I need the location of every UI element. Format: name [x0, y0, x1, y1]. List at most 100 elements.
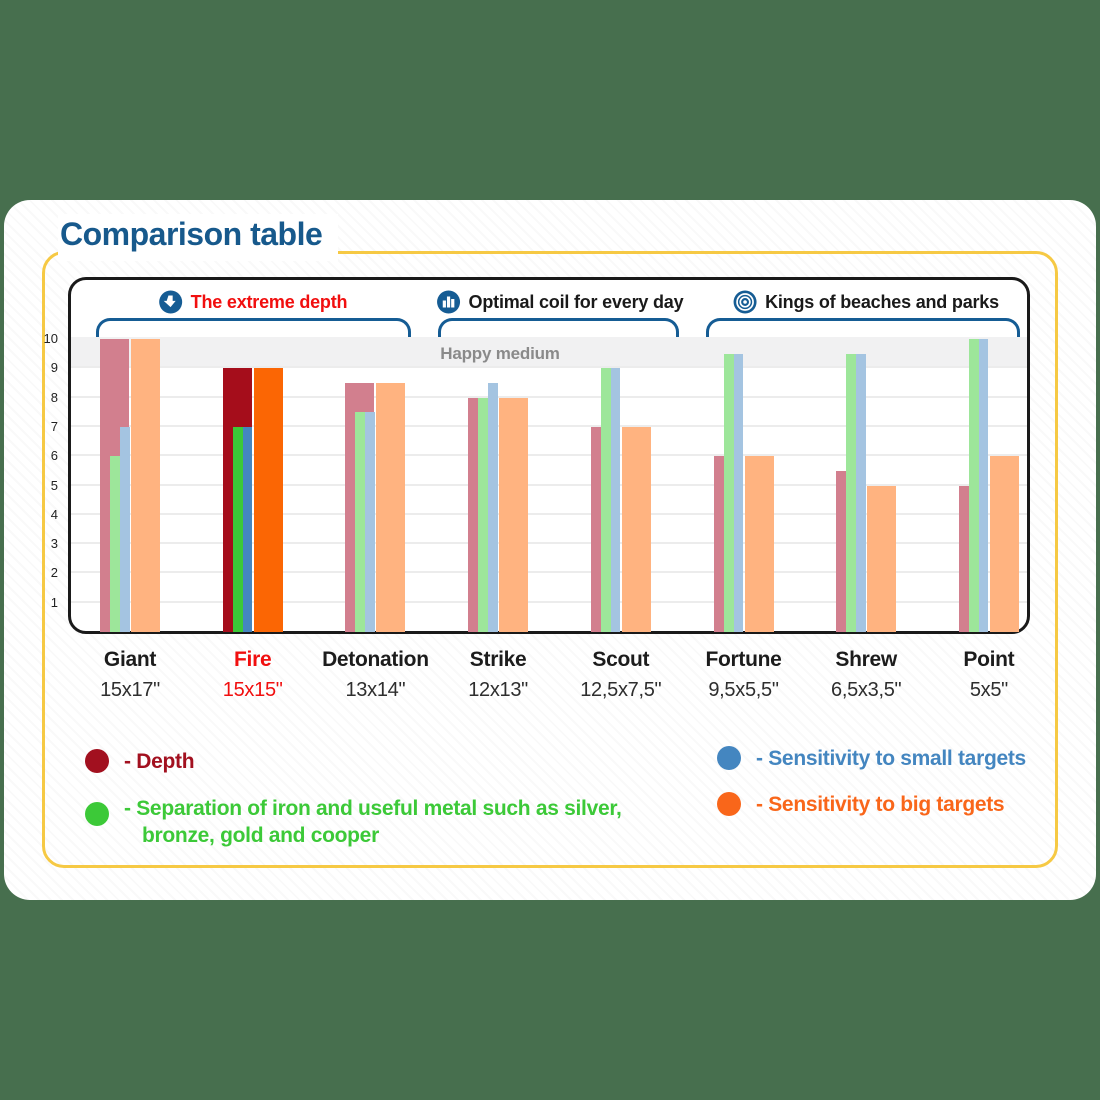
gridline	[71, 600, 1027, 603]
bar-big-scout	[621, 426, 651, 632]
gridline	[71, 512, 1027, 515]
category-name: Strike	[469, 648, 527, 671]
bar-separation-shrew	[846, 353, 857, 632]
legend-dot-big	[717, 792, 741, 816]
bar-small-strike	[488, 382, 498, 632]
category-label-strike: Strike 12x13"	[433, 648, 563, 702]
happy-medium-band	[71, 337, 1027, 368]
category-label-scout: Scout 12,5x7,5"	[556, 648, 686, 702]
bar-small-point	[978, 339, 989, 632]
bar-separation-point	[968, 339, 979, 632]
category-size: 12,5x7,5"	[580, 679, 662, 701]
y-axis-tick-label: 7	[50, 418, 58, 434]
bar-big-detonation	[376, 382, 406, 632]
bar-big-fire	[253, 368, 283, 632]
category-name: Fire	[234, 648, 272, 671]
category-label-detonation: Detonation 13x14"	[310, 648, 440, 702]
category-label-giant: Giant 15x17"	[65, 648, 195, 702]
bar-big-fortune	[744, 456, 774, 632]
bar-separation-giant	[110, 456, 120, 632]
bar-separation-detonation	[355, 412, 366, 632]
category-size: 5x5"	[969, 679, 1008, 701]
bar-big-point	[989, 456, 1019, 632]
gridline	[71, 571, 1027, 574]
bracket-kings-beaches	[706, 318, 1020, 338]
category-name: Scout	[592, 648, 650, 671]
y-axis-tick-label: 5	[50, 477, 58, 493]
category-label-fire: Fire 15x15"	[188, 648, 318, 702]
bar-separation-fortune	[723, 353, 734, 632]
target-icon	[733, 290, 757, 314]
legend-dot-small	[717, 746, 741, 770]
bar-small-shrew	[856, 353, 866, 632]
bar-small-giant	[120, 426, 130, 632]
happy-medium-label: Happy medium	[440, 344, 560, 363]
section-header-extreme-depth: The extreme depth	[159, 290, 348, 314]
gridline	[71, 454, 1027, 457]
legend-dot-separation	[85, 802, 109, 826]
gridline	[71, 483, 1027, 486]
bar-group-strike	[468, 337, 529, 632]
bar-chart-icon	[437, 290, 461, 314]
bar-separation-strike	[478, 397, 489, 632]
bar-group-fortune	[713, 337, 774, 632]
category-name: Shrew	[835, 648, 897, 671]
category-size: 15x15"	[222, 679, 283, 701]
plot-area: Happy medium	[71, 337, 1027, 632]
bracket-extreme-depth	[96, 318, 411, 338]
y-axis-tick-label: 10	[43, 331, 58, 346]
legend-label-big: - Sensitivity to big targets	[756, 793, 1005, 816]
bar-separation-scout	[600, 368, 611, 632]
bar-small-detonation	[365, 412, 375, 632]
section-header-label: Optimal coil for every day	[468, 291, 684, 312]
bar-big-shrew	[867, 485, 897, 632]
category-size: 12x13"	[468, 679, 528, 701]
legend-label-depth: - Depth	[124, 750, 195, 773]
category-size: 15x17"	[100, 679, 160, 701]
bar-separation-fire	[232, 426, 243, 632]
arrow-down-icon	[159, 290, 183, 314]
gridline	[71, 542, 1027, 545]
bar-small-fortune	[733, 353, 743, 632]
gridline	[71, 424, 1027, 427]
y-axis-tick-label: 8	[50, 389, 58, 405]
page-title: Comparison table	[58, 214, 339, 261]
y-axis-tick-label: 3	[50, 536, 58, 552]
category-size: 9,5x5,5"	[708, 679, 779, 701]
category-name: Giant	[103, 648, 157, 671]
bracket-optimal-coil	[438, 318, 679, 338]
y-axis-tick-label: 1	[50, 594, 58, 610]
category-name: Point	[963, 648, 1015, 671]
yellow-frame	[42, 251, 1058, 868]
section-header-label: The extreme depth	[190, 291, 348, 312]
bar-group-detonation	[345, 337, 406, 632]
bar-small-scout	[610, 368, 621, 632]
section-header-optimal-coil: Optimal coil for every day	[437, 290, 684, 314]
y-axis-tick-label: 2	[50, 565, 58, 581]
legend-label-separation: - Separation of iron and useful metal su…	[124, 797, 622, 847]
bar-group-giant	[100, 337, 160, 632]
category-label-shrew: Shrew 6,5x3,5"	[801, 648, 931, 702]
category-name: Detonation	[322, 648, 429, 671]
bar-big-strike	[499, 397, 529, 632]
bar-group-scout	[590, 337, 651, 632]
bar-group-shrew	[836, 337, 897, 632]
category-label-point: Point 5x5"	[924, 648, 1054, 702]
section-header-kings-beaches: Kings of beaches and parks	[733, 290, 999, 314]
y-axis-tick-label: 6	[50, 448, 58, 464]
gridline	[71, 366, 1027, 369]
category-size: 6,5x3,5"	[831, 679, 902, 701]
legend-dot-depth	[85, 749, 109, 773]
section-header-label: Kings of beaches and parks	[765, 291, 999, 312]
bar-small-fire	[242, 426, 253, 632]
bar-big-giant	[131, 339, 160, 632]
y-axis-tick-label: 4	[50, 506, 58, 522]
bar-group-point	[958, 337, 1019, 632]
legend-label-small: - Sensitivity to small targets	[756, 747, 1026, 770]
gridline	[71, 395, 1027, 398]
category-name: Fortune	[705, 648, 782, 671]
bar-group-fire	[222, 337, 283, 632]
category-size: 13x14"	[345, 679, 406, 701]
